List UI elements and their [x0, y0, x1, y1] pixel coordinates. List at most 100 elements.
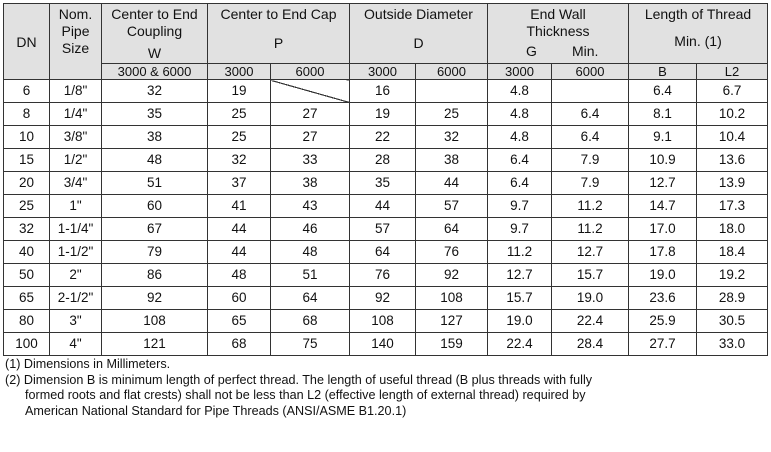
- header-center-to-end-cap: Center to End Cap P: [207, 3, 350, 64]
- cell-g3000: 4.8: [487, 102, 552, 126]
- cell-dn: 32: [3, 217, 50, 241]
- subheader-d-6000: 6000: [415, 63, 488, 80]
- cell-dn: 8: [3, 102, 50, 126]
- table-row: 32 1-1/4" 67 44 46 57 64 9.7 11.2 17.0 1…: [3, 217, 769, 241]
- cell-p6000: 75: [270, 332, 350, 356]
- cell-size: 1-1/2": [49, 240, 102, 264]
- subheader-g-3000: 3000: [487, 63, 552, 80]
- header-outside-diameter: Outside Diameter D: [349, 3, 488, 64]
- cell-g6000: 28.4: [551, 332, 629, 356]
- cell-size: 3/8": [49, 125, 102, 149]
- cell-b: 25.9: [628, 309, 697, 333]
- cell-p6000: 33: [270, 148, 350, 172]
- header-g-line2: Thickness: [526, 23, 590, 39]
- table-row: 100 4" 121 68 75 140 159 22.4 28.4 27.7 …: [3, 332, 769, 356]
- cell-dn: 80: [3, 309, 50, 333]
- cell-w: 48: [101, 148, 208, 172]
- cell-size: 1-1/4": [49, 217, 102, 241]
- cell-w: 60: [101, 194, 208, 218]
- cell-d6000: 32: [415, 125, 488, 149]
- header-w-line2: Coupling: [126, 23, 183, 39]
- cell-b: 14.7: [628, 194, 697, 218]
- cell-p6000: 48: [270, 240, 350, 264]
- table-row: 40 1-1/2" 79 44 48 64 76 11.2 12.7 17.8 …: [3, 240, 769, 264]
- cell-l2: 30.5: [695, 309, 769, 333]
- cell-p3000: 65: [207, 309, 271, 333]
- cell-dn: 65: [3, 286, 50, 310]
- cell-p6000: 64: [270, 286, 350, 310]
- cell-d3000: 28: [349, 148, 416, 172]
- cell-b: 19.0: [628, 263, 697, 287]
- table-row: 15 1/2" 48 32 33 28 38 6.4 7.9 10.9 13.6: [3, 148, 769, 172]
- cell-g6000: 6.4: [551, 125, 629, 149]
- cell-d6000: 64: [415, 217, 488, 241]
- subheader-row: 3000 & 6000 3000 6000 3000 6000 3000 600…: [4, 63, 769, 80]
- header-w-letter: W: [147, 45, 162, 61]
- table-row: 20 3/4" 51 37 38 35 44 6.4 7.9 12.7 13.9: [3, 171, 769, 195]
- cell-not-applicable: [270, 79, 350, 103]
- table-row: 80 3" 108 65 68 108 127 19.0 22.4 25.9 3…: [3, 309, 769, 333]
- cell-w: 108: [101, 309, 208, 333]
- cell-d6000: 92: [415, 263, 488, 287]
- cell-g6000: 11.2: [551, 194, 629, 218]
- cell-size: 3": [49, 309, 102, 333]
- cell-l2: 10.4: [695, 125, 769, 149]
- cell-dn: 50: [3, 263, 50, 287]
- cell-size: 2-1/2": [49, 286, 102, 310]
- cell-d3000: 35: [349, 171, 416, 195]
- cell-g3000: 9.7: [487, 217, 552, 241]
- cell-w: 79: [101, 240, 208, 264]
- header-p-letter: P: [273, 35, 284, 51]
- cell-g6000: 11.2: [551, 217, 629, 241]
- subheader-l2: L2: [695, 63, 769, 80]
- cell-g6000: 15.7: [551, 263, 629, 287]
- cell-d6000: [415, 79, 488, 103]
- cell-l2: 6.7: [695, 79, 769, 103]
- cell-p6000: 46: [270, 217, 350, 241]
- cell-size: 4": [49, 332, 102, 356]
- cell-dn: 40: [3, 240, 50, 264]
- cell-d3000: 19: [349, 102, 416, 126]
- header-dn: DN: [3, 3, 50, 80]
- cell-d6000: 25: [415, 102, 488, 126]
- cell-d3000: 140: [349, 332, 416, 356]
- cell-dn: 10: [3, 125, 50, 149]
- cell-p6000: 51: [270, 263, 350, 287]
- cell-w: 121: [101, 332, 208, 356]
- cell-dn: 15: [3, 148, 50, 172]
- cell-l2: 10.2: [695, 102, 769, 126]
- cell-g6000: 22.4: [551, 309, 629, 333]
- header-p-title: Center to End Cap: [220, 6, 337, 22]
- cell-g6000: 12.7: [551, 240, 629, 264]
- cell-p3000: 44: [207, 217, 271, 241]
- cell-d3000: 108: [349, 309, 416, 333]
- cell-d3000: 64: [349, 240, 416, 264]
- cell-g3000: 6.4: [487, 171, 552, 195]
- cell-p3000: 37: [207, 171, 271, 195]
- header-g-letter: G: [526, 43, 537, 59]
- cell-g3000: 4.8: [487, 125, 552, 149]
- cell-l2: 13.9: [695, 171, 769, 195]
- header-end-wall-thickness: End Wall Thickness G Min.: [487, 3, 629, 64]
- cell-l2: 13.6: [695, 148, 769, 172]
- cell-b: 10.9: [628, 148, 697, 172]
- cell-size: 1": [49, 194, 102, 218]
- cell-b: 12.7: [628, 171, 697, 195]
- cell-d6000: 76: [415, 240, 488, 264]
- cell-w: 38: [101, 125, 208, 149]
- cell-b: 17.8: [628, 240, 697, 264]
- subheader-b: B: [628, 63, 697, 80]
- cell-l2: 17.3: [695, 194, 769, 218]
- spec-sheet: DN Nom. Pipe Size Center to End Coupling…: [3, 3, 769, 419]
- cell-p3000: 44: [207, 240, 271, 264]
- cell-w: 67: [101, 217, 208, 241]
- header-row: DN Nom. Pipe Size Center to End Coupling…: [3, 3, 769, 80]
- cell-g6000: 7.9: [551, 148, 629, 172]
- cell-p3000: 60: [207, 286, 271, 310]
- cell-size: 3/4": [49, 171, 102, 195]
- cell-p3000: 25: [207, 125, 271, 149]
- cell-p3000: 25: [207, 102, 271, 126]
- cell-l2: 28.9: [695, 286, 769, 310]
- cell-d6000: 127: [415, 309, 488, 333]
- cell-p3000: 32: [207, 148, 271, 172]
